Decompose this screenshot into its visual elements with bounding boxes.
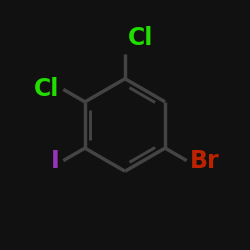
Text: Br: Br bbox=[190, 149, 220, 173]
Text: Cl: Cl bbox=[128, 26, 153, 50]
Text: I: I bbox=[51, 149, 60, 173]
Text: Cl: Cl bbox=[34, 77, 60, 101]
